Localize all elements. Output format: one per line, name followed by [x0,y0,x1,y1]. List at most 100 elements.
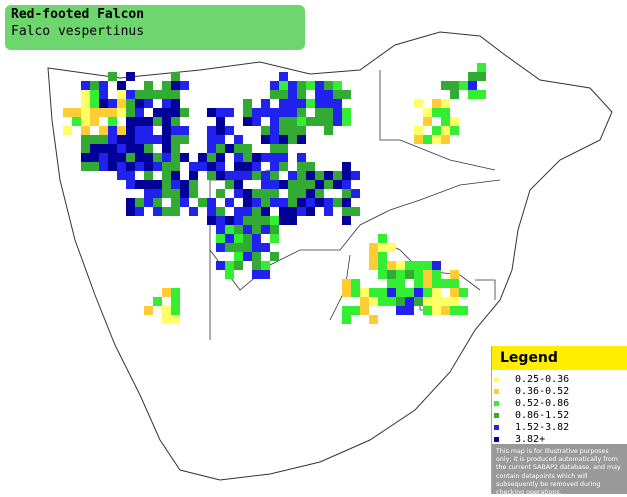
grid-cell [162,144,171,153]
grid-cell [225,180,234,189]
grid-cell [144,99,153,108]
grid-cell [423,306,432,315]
grid-cell [279,144,288,153]
grid-cell [135,207,144,216]
grid-cell [171,108,180,117]
grid-cell [396,270,405,279]
grid-cell [162,171,171,180]
grid-cell [297,162,306,171]
grid-cell [288,216,297,225]
grid-cell [342,207,351,216]
grid-cell [270,153,279,162]
grid-cell [144,189,153,198]
grid-cell [234,144,243,153]
grid-cell [396,261,405,270]
grid-cell [207,171,216,180]
grid-cell [99,108,108,117]
grid-cell [180,153,189,162]
grid-cell [342,189,351,198]
grid-cell [153,117,162,126]
grid-cell [126,99,135,108]
grid-cell [387,279,396,288]
grid-cell [108,144,117,153]
grid-cell [180,135,189,144]
grid-cell [378,270,387,279]
grid-cell [207,216,216,225]
grid-cell [342,315,351,324]
grid-cell [135,99,144,108]
grid-cell [261,225,270,234]
grid-cell [234,189,243,198]
grid-cell [279,81,288,90]
grid-cell [162,207,171,216]
grid-cell [342,108,351,117]
grid-cell [171,126,180,135]
grid-cell [315,189,324,198]
grid-cell [216,117,225,126]
grid-cell [441,117,450,126]
grid-cell [261,126,270,135]
grid-cell [153,207,162,216]
grid-cell [153,90,162,99]
grid-cell [261,270,270,279]
grid-cell [72,108,81,117]
grid-cell [387,243,396,252]
grid-cell [234,216,243,225]
grid-cell [216,243,225,252]
grid-cell [261,243,270,252]
grid-cell [117,162,126,171]
grid-cell [324,108,333,117]
grid-cell [63,108,72,117]
grid-cell [477,72,486,81]
grid-cell [297,135,306,144]
grid-cell [108,117,117,126]
legend-title: Legend [492,346,627,370]
grid-cell [216,126,225,135]
grid-cell [279,216,288,225]
grid-cell [171,99,180,108]
grid-cell [135,198,144,207]
grid-cell [270,117,279,126]
grid-cell [225,198,234,207]
grid-cell [360,306,369,315]
grid-cell [270,216,279,225]
grid-cell [81,135,90,144]
grid-cell [171,144,180,153]
grid-cell [441,279,450,288]
grid-cell [369,288,378,297]
grid-cell [342,279,351,288]
grid-cell [297,171,306,180]
grid-cell [153,162,162,171]
grid-cell [144,180,153,189]
legend-item: 0.25-0.36 [492,373,627,385]
legend-swatch [494,388,499,394]
grid-cell [324,90,333,99]
grid-cell [270,90,279,99]
grid-cell [216,144,225,153]
grid-cell [153,189,162,198]
grid-cell [207,135,216,144]
grid-cell [162,117,171,126]
grid-cell [126,108,135,117]
grid-cell [207,198,216,207]
grid-cell [387,297,396,306]
grid-cell [207,144,216,153]
grid-cell [225,216,234,225]
grid-cell [171,207,180,216]
grid-cell [261,198,270,207]
legend-item: 1.52-3.82 [492,421,627,433]
grid-cell [279,153,288,162]
grid-cell [324,171,333,180]
grid-cell [216,135,225,144]
grid-cell [252,207,261,216]
grid-cell [81,81,90,90]
grid-cell [351,279,360,288]
grid-cell [81,99,90,108]
grid-cell [441,135,450,144]
grid-cell [405,297,414,306]
grid-cell [81,162,90,171]
disclaimer: This map is for illustrative purposes on… [492,444,627,496]
grid-cell [261,171,270,180]
grid-cell [342,117,351,126]
grid-cell [405,270,414,279]
